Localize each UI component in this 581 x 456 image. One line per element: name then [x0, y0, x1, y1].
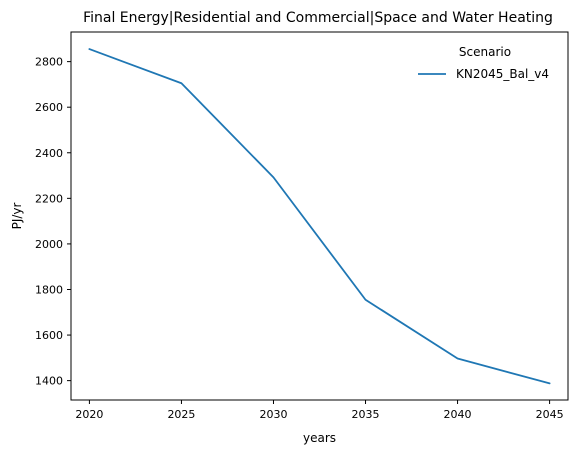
y-tick-label: 2600 [35, 101, 63, 114]
legend-title: Scenario [459, 45, 511, 59]
x-tick-label: 2025 [167, 408, 195, 421]
plot-frame [70, 31, 569, 401]
x-tick-label: 2040 [444, 408, 472, 421]
chart-title: Final Energy|Residential and Commercial|… [83, 10, 553, 26]
y-tick-label: 1600 [35, 329, 63, 342]
series-layer [88, 48, 551, 385]
legend-entry-label: KN2045_Bal_v4 [456, 67, 549, 81]
y-tick-label: 2800 [35, 56, 63, 69]
x-tick-label: 2045 [536, 408, 564, 421]
y-tick-label: 1400 [35, 375, 63, 388]
x-tick-label: 2030 [259, 408, 287, 421]
x-tick-label: 2020 [75, 408, 103, 421]
y-axis-label: PJ/yr [10, 203, 24, 230]
legend: Scenario KN2045_Bal_v4 [418, 45, 549, 81]
x-tick-label: 2035 [352, 408, 380, 421]
y-tick-label: 1800 [35, 283, 63, 296]
x-axis-label: years [303, 431, 336, 445]
y-tick-label: 2200 [35, 192, 63, 205]
x-axis: 2020 2025 2030 2035 2040 2045 [75, 400, 564, 421]
y-tick-label: 2000 [35, 238, 63, 251]
plot-area: 2020 2025 2030 2035 2040 2045 1400 1600 1800 200… [35, 31, 569, 421]
y-tick-label: 2400 [35, 147, 63, 160]
series-line [88, 48, 551, 385]
y-axis: 1400 1600 1800 2000 2200 2400 2600 2800 [35, 56, 71, 388]
